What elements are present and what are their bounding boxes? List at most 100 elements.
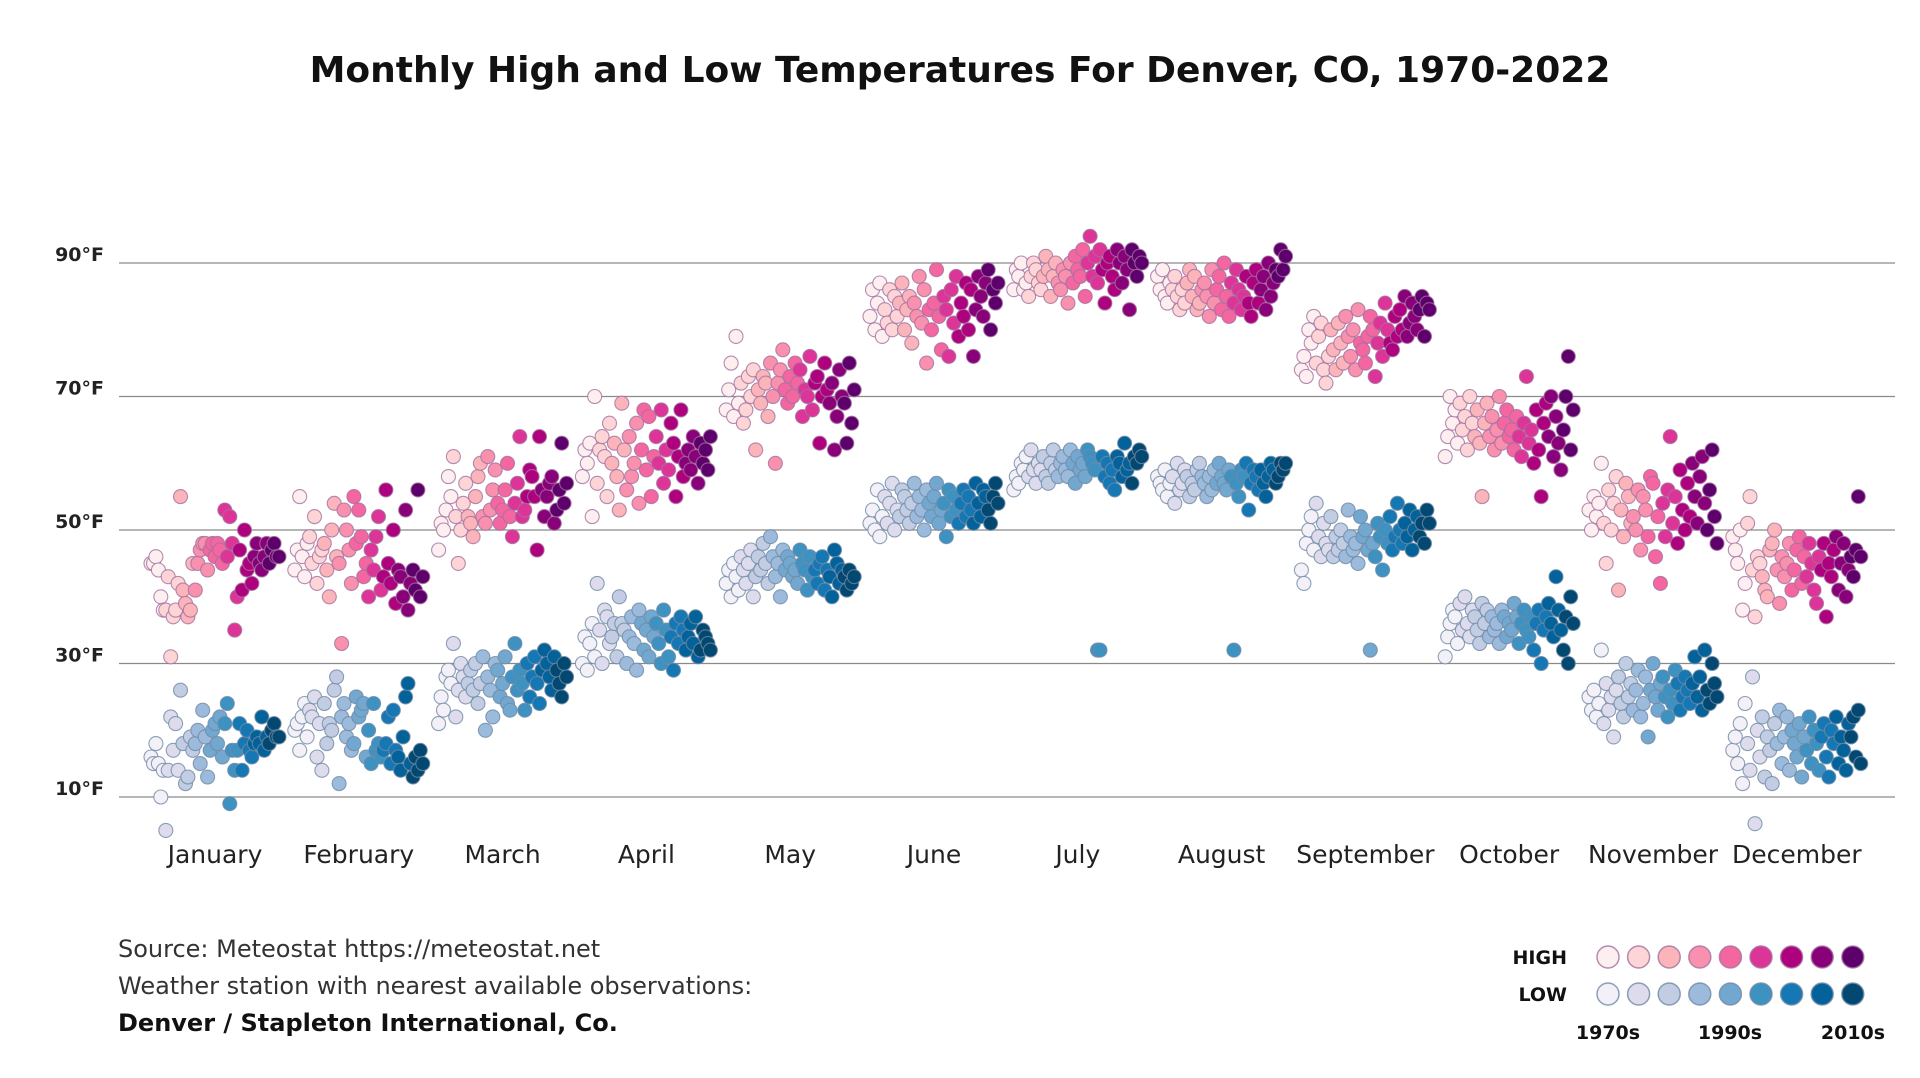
low-point-november-2022 (1709, 689, 1725, 705)
high-point-april-1972 (579, 455, 595, 471)
low-point-november-1978 (1601, 702, 1617, 718)
low-point-december-2001 (1801, 709, 1817, 725)
low-point-march-2011 (531, 695, 548, 712)
low-point-november-1982 (1610, 669, 1627, 685)
high-point-september-1990 (1343, 348, 1359, 364)
low-point-february-2022 (415, 756, 431, 772)
high-point-november-1993 (1638, 502, 1654, 518)
low-point-january-2002 (222, 796, 238, 812)
source-text: Source: Meteostat https://meteostat.net (118, 935, 600, 963)
high-point-july-1989 (1053, 282, 1069, 298)
legend-low-swatch (1688, 982, 1712, 1006)
high-point-march-1976 (445, 449, 461, 465)
low-point-november-2020 (1704, 655, 1720, 672)
high-point-november-1983 (1613, 502, 1629, 518)
low-point-december-1992 (1779, 709, 1795, 725)
low-point-march-1999 (502, 702, 518, 718)
high-point-february-2016 (400, 602, 416, 618)
high-point-june-1983 (894, 275, 910, 291)
high-point-may-1971 (721, 382, 737, 398)
high-point-march-2014 (539, 489, 555, 505)
high-point-june-1992 (916, 282, 932, 298)
low-point-july-1977 (1023, 442, 1039, 458)
low-point-june-2021 (987, 475, 1004, 491)
high-point-march-1986 (470, 469, 486, 485)
low-point-november-2017 (1697, 642, 1713, 658)
legend-low-swatch (1810, 982, 1834, 1006)
high-point-may-2004 (802, 348, 818, 364)
legend-high-swatch (1810, 945, 1834, 969)
low-point-april-2022 (702, 642, 718, 658)
x-tick-label: October (1459, 840, 1560, 869)
legend-low-swatch (1596, 982, 1620, 1006)
high-point-september-2000 (1367, 368, 1383, 385)
high-point-february-2007 (378, 482, 394, 498)
low-point-april-1985 (611, 589, 627, 605)
high-point-october-2005 (1523, 422, 1539, 438)
high-point-october-1985 (1474, 489, 1490, 505)
high-point-february-1997 (353, 529, 369, 545)
y-tick-label: 30°F (55, 645, 104, 667)
low-point-april-1997 (641, 649, 657, 665)
high-point-november-1996 (1645, 475, 1661, 491)
high-point-april-2020 (697, 442, 714, 458)
high-point-december-2021 (1850, 489, 1866, 505)
high-point-august-1977 (1167, 268, 1183, 284)
high-point-february-2010 (385, 522, 401, 538)
high-point-march-1972 (435, 522, 452, 538)
x-tick-label: January (166, 840, 263, 869)
high-point-december-1987 (1767, 522, 1783, 538)
low-point-september-1989 (1340, 502, 1356, 518)
high-point-may-2020 (841, 355, 857, 371)
high-point-august-1989 (1196, 275, 1212, 291)
high-point-february-2022 (415, 569, 431, 585)
high-point-december-1979 (1747, 609, 1763, 625)
high-point-september-2022 (1421, 302, 1437, 318)
low-point-september-1970 (1293, 562, 1309, 578)
high-point-february-1990 (336, 502, 352, 518)
high-point-march-1993 (487, 462, 503, 478)
low-point-april-1978 (594, 655, 610, 672)
low-point-november-1972 (1586, 682, 1602, 698)
high-point-october-1979 (1459, 442, 1475, 458)
low-point-december-1986 (1764, 776, 1780, 792)
low-point-november-1975 (1593, 642, 1609, 658)
high-point-january-1974 (153, 589, 169, 605)
low-point-october-2015 (1548, 569, 1564, 585)
high-point-april-1988 (619, 482, 635, 498)
high-point-october-2006 (1526, 455, 1542, 471)
high-point-may-1972 (723, 355, 739, 371)
high-point-april-1987 (616, 442, 632, 458)
low-point-april-2001 (651, 635, 667, 652)
high-point-october-1987 (1479, 395, 1495, 411)
x-tick-label: November (1588, 840, 1719, 869)
low-point-september-2021 (1419, 502, 1435, 518)
low-point-september-1971 (1296, 575, 1312, 591)
y-tick-label: 10°F (55, 778, 104, 800)
high-point-november-2020 (1704, 442, 1720, 458)
high-point-march-1975 (443, 489, 459, 505)
low-point-march-1986 (470, 695, 486, 712)
high-point-december-1984 (1759, 589, 1775, 605)
high-point-november-2006 (1670, 535, 1686, 551)
low-point-october-2020 (1560, 655, 1576, 672)
low-point-january-2011 (244, 749, 260, 765)
high-point-november-2005 (1667, 489, 1683, 505)
high-point-october-1970 (1437, 449, 1453, 465)
high-point-november-1997 (1647, 549, 1664, 565)
high-point-may-1982 (748, 442, 764, 458)
low-point-december-1978 (1744, 669, 1761, 685)
high-point-march-2010 (529, 542, 545, 558)
low-point-november-1994 (1640, 729, 1656, 745)
low-point-march-2022 (559, 669, 575, 685)
low-point-january-1991 (195, 702, 211, 718)
high-point-april-1993 (631, 495, 647, 511)
low-point-february-2000 (361, 722, 377, 738)
high-point-july-2022 (1134, 255, 1150, 271)
low-point-february-1981 (314, 762, 330, 778)
high-point-october-2020 (1560, 348, 1576, 364)
high-point-march-2003 (512, 429, 528, 445)
high-point-march-1981 (458, 475, 474, 491)
legend-high-swatch (1718, 945, 1743, 969)
low-point-june-1980 (887, 522, 903, 538)
